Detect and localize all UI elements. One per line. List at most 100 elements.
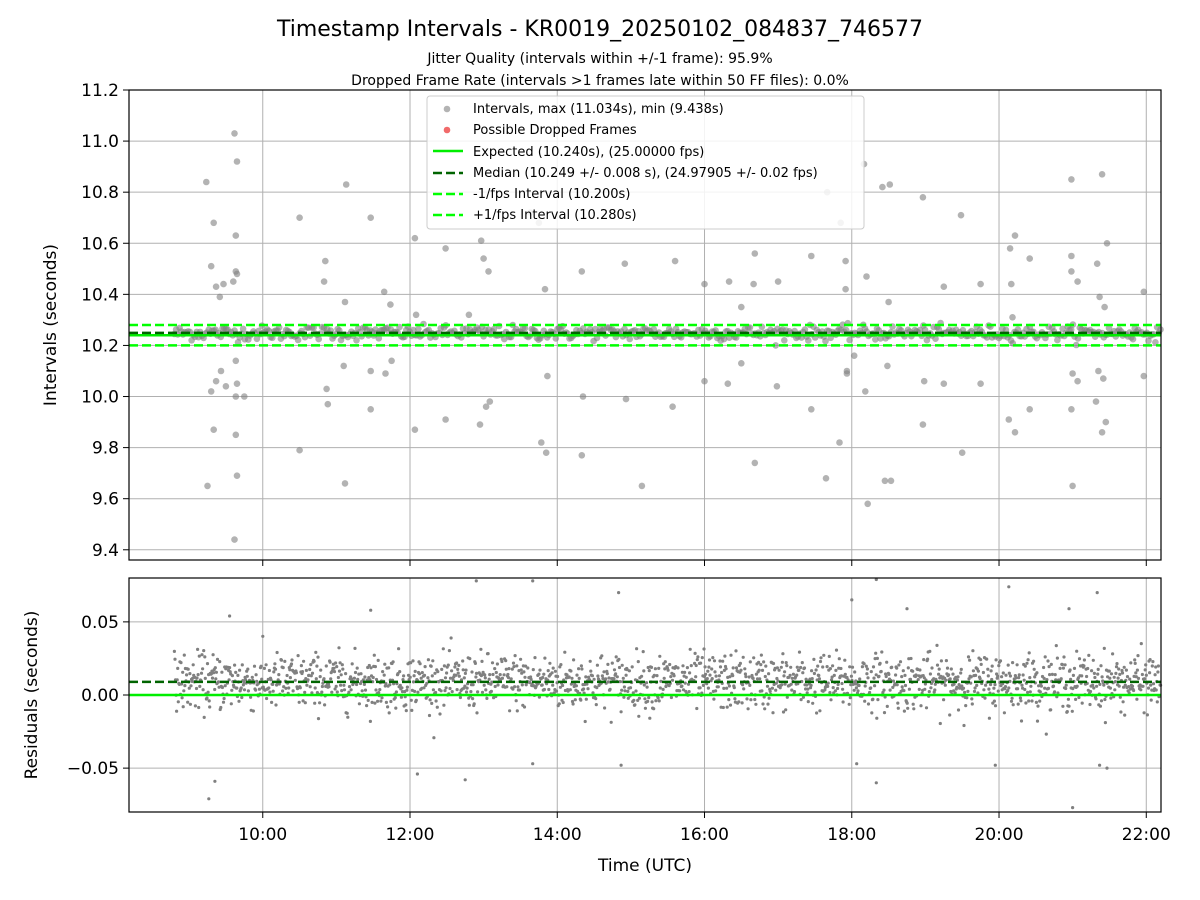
residual-point — [448, 686, 452, 691]
x-tick-label: 18:00 — [827, 825, 876, 845]
residual-point — [180, 682, 184, 686]
intervals-x-ticks — [262, 560, 1147, 566]
residual-point — [707, 665, 711, 669]
residual-point — [285, 673, 289, 678]
residual-point — [207, 699, 211, 703]
residual-point — [799, 665, 803, 670]
residual-point — [467, 703, 471, 707]
residual-point — [369, 666, 373, 670]
residual-point — [550, 671, 554, 675]
residual-point — [826, 681, 830, 685]
residual-point — [297, 700, 301, 704]
residual-point — [352, 676, 356, 680]
residual-point — [1024, 701, 1028, 705]
residual-point — [939, 659, 944, 663]
residual-point — [445, 671, 449, 675]
residual-point — [206, 690, 210, 694]
residual-point — [197, 705, 201, 710]
residual-point — [1038, 699, 1042, 703]
residual-point — [931, 679, 935, 683]
interval-outlier-point — [884, 362, 891, 370]
residual-point — [220, 685, 224, 690]
y-tick-label: 11.0 — [81, 132, 119, 152]
residual-point — [591, 691, 595, 695]
residual-point — [400, 690, 405, 694]
residual-point — [322, 677, 326, 681]
residual-point — [896, 701, 900, 705]
residual-point — [1107, 669, 1111, 673]
residual-point — [720, 670, 724, 675]
residual-point — [1007, 686, 1011, 690]
residual-point — [914, 673, 918, 677]
residual-point — [694, 675, 698, 679]
residual-point — [230, 674, 234, 678]
residual-point — [1156, 664, 1160, 668]
residual-point — [869, 686, 873, 690]
residual-point — [246, 689, 250, 693]
residual-point — [181, 670, 185, 674]
residual-point — [272, 670, 276, 674]
residual-point — [1036, 704, 1040, 708]
residual-point — [472, 702, 476, 706]
residual-point — [792, 690, 797, 694]
residual-outlier-point — [619, 763, 623, 767]
residual-point — [1065, 710, 1069, 714]
residual-point — [1094, 697, 1098, 701]
residual-point — [650, 700, 654, 704]
interval-outlier-point — [671, 257, 679, 265]
x-tick-label: 20:00 — [975, 825, 1024, 845]
interval-outlier-point — [738, 303, 745, 311]
interval-outlier-point — [538, 439, 545, 446]
residual-point — [394, 690, 398, 694]
residual-point — [710, 667, 714, 671]
residual-point — [802, 666, 807, 670]
residual-point — [402, 674, 406, 678]
interval-outlier-point — [217, 367, 225, 375]
residual-point — [937, 667, 941, 671]
interval-outlier-point — [724, 380, 732, 388]
residual-point — [971, 649, 975, 653]
residual-point — [834, 668, 838, 673]
residual-point — [426, 676, 430, 680]
interval-point — [781, 337, 788, 344]
residual-point — [504, 659, 508, 663]
interval-point — [239, 325, 247, 333]
residual-point — [742, 687, 746, 691]
residual-point — [963, 690, 967, 695]
residual-point — [456, 667, 460, 672]
residual-point — [494, 670, 498, 675]
residual-point — [721, 705, 725, 710]
residual-point — [1120, 668, 1124, 673]
residual-point — [757, 668, 761, 672]
residual-point — [752, 656, 756, 660]
residuals-y-label: Residuals (seconds) — [22, 611, 42, 780]
residual-point — [876, 698, 880, 702]
residual-point — [356, 677, 360, 682]
residual-point — [438, 712, 442, 716]
interval-outlier-point — [864, 500, 871, 508]
residual-point — [700, 656, 704, 660]
residual-point — [863, 699, 867, 703]
residual-point — [687, 690, 691, 694]
residual-point — [1139, 642, 1143, 646]
residual-point — [347, 685, 352, 689]
residual-point — [404, 709, 408, 713]
residual-point — [1032, 667, 1036, 671]
residual-point — [236, 673, 240, 678]
residual-point — [865, 667, 870, 671]
residual-point — [1090, 669, 1094, 673]
interval-outlier-point — [750, 280, 757, 288]
residual-outlier-point — [1098, 763, 1102, 767]
residual-point — [1060, 662, 1064, 667]
residual-point — [900, 685, 904, 689]
y-tick-label: −0.05 — [67, 759, 119, 779]
interval-outlier-point — [232, 393, 240, 400]
residual-point — [533, 656, 537, 660]
interval-point — [626, 335, 633, 343]
residual-point — [442, 703, 446, 707]
residual-point — [785, 664, 789, 668]
residual-point — [389, 699, 393, 704]
residual-point — [341, 667, 345, 671]
residual-point — [944, 659, 949, 663]
residual-point — [938, 721, 942, 726]
